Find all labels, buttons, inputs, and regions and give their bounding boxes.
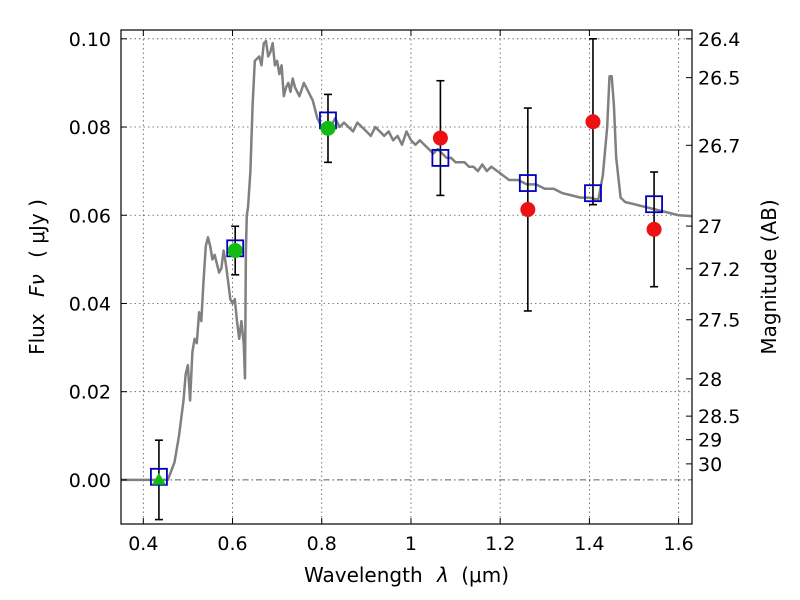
x-tick-label: 0.8 — [307, 533, 337, 555]
x-axis-label: Wavelength λ (μm) — [304, 563, 509, 587]
y2-tick-label: 27 — [698, 216, 722, 238]
x-tick-label: 1.2 — [485, 533, 515, 555]
y2-tick-label: 27.2 — [698, 259, 740, 281]
observed-flux-point — [432, 130, 448, 146]
model-photometry-square — [645, 195, 663, 214]
model-spectrum-line — [121, 39, 692, 482]
observed-flux-point — [646, 221, 662, 237]
y-tick-label: 0.08 — [69, 117, 111, 139]
y-tick-label: 0.02 — [69, 382, 111, 404]
grid-layer — [121, 30, 692, 524]
observed-flux-point — [227, 243, 243, 259]
y2-tick-label: 26.4 — [698, 29, 740, 51]
plot-frame — [120, 29, 693, 525]
markers-layer — [150, 38, 663, 521]
x-tick-label: 1.4 — [574, 533, 604, 555]
y-tick-label: 0.06 — [69, 205, 111, 227]
plot-area — [121, 39, 692, 482]
model-photometry-square — [584, 184, 602, 203]
model-photometry-square — [150, 467, 168, 486]
model-photometry-square — [431, 149, 450, 167]
model-photometry-square — [518, 174, 537, 192]
x-tick-label: 0.6 — [217, 533, 247, 555]
y-tick-label: 0.10 — [69, 29, 111, 51]
y2-tick-label: 28.5 — [698, 406, 740, 428]
x-tick-label: 1.6 — [664, 533, 694, 555]
x-tick-label: 1 — [405, 533, 417, 555]
y2-tick-label: 26.5 — [698, 68, 740, 90]
y2-tick-label: 27.5 — [698, 310, 740, 332]
observed-flux-point — [585, 114, 601, 130]
y2-tick-label: 29 — [698, 430, 722, 452]
y2-tick-label: 28 — [698, 369, 722, 391]
y-axis-label: Flux Fν ( μJy ) — [25, 199, 49, 355]
observed-flux-point — [320, 120, 336, 136]
y2-tick-label: 26.7 — [698, 135, 740, 157]
y-tick-label: 0.00 — [69, 470, 111, 492]
y2-tick-label: 30 — [698, 454, 722, 476]
x-tick-label: 0.4 — [128, 533, 158, 555]
y-tick-label: 0.04 — [69, 293, 111, 315]
observed-upper-limit-triangle — [151, 472, 166, 485]
observed-flux-point — [520, 202, 536, 218]
y2-axis-label: Magnitude (AB) — [757, 199, 781, 354]
ticks-layer: 0.4 0.6 0.8 1 1.2 1.4 1.6 0.00 0.02 0.04 0.06 0.08 0… — [69, 29, 741, 555]
